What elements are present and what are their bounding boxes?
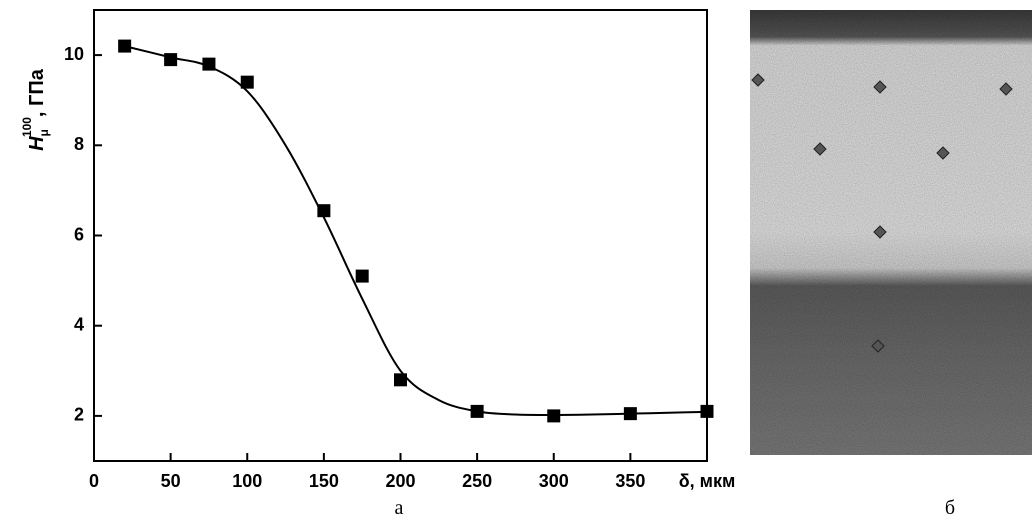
x-tick-label: 0 <box>89 471 99 491</box>
x-tick-label: 200 <box>385 471 415 491</box>
y-tick-label: 6 <box>74 224 84 244</box>
x-axis-label: δ, мкм <box>679 471 736 491</box>
data-point <box>240 75 254 89</box>
x-tick-label: 350 <box>615 471 645 491</box>
data-point <box>202 57 216 71</box>
x-tick-label: 300 <box>539 471 569 491</box>
data-point <box>623 407 637 421</box>
y-tick-label: 2 <box>74 405 84 425</box>
micrograph-image <box>750 10 1032 455</box>
indents <box>751 73 1013 353</box>
fit-curve <box>124 45 708 417</box>
data-point <box>355 269 369 283</box>
plot-frame <box>93 9 708 462</box>
y-label-superscript: 100 <box>20 117 34 137</box>
data-point <box>394 373 407 387</box>
data-point <box>547 409 561 423</box>
data-point <box>470 404 484 418</box>
x-tick-label: 100 <box>232 471 262 491</box>
data-point <box>164 53 178 67</box>
data-point <box>118 39 132 53</box>
x-tick-label: 250 <box>462 471 492 491</box>
y-axis-label: Hμ100, ГПа <box>20 68 51 151</box>
y-label-unit: , ГПа <box>26 68 48 117</box>
caption-a: а <box>395 497 404 519</box>
micrograph <box>750 10 1032 455</box>
y-tick-label: 10 <box>64 44 84 64</box>
y-tick-label: 8 <box>74 134 84 154</box>
y-label-symbol: H <box>26 136 48 151</box>
x-tick-label: 50 <box>161 471 181 491</box>
caption-b: б <box>945 497 955 519</box>
y-label-subscript: μ <box>37 129 51 136</box>
data-point <box>700 404 714 418</box>
x-tick-label: 150 <box>309 471 339 491</box>
y-tick-label: 4 <box>74 314 84 334</box>
data-point <box>317 204 331 218</box>
